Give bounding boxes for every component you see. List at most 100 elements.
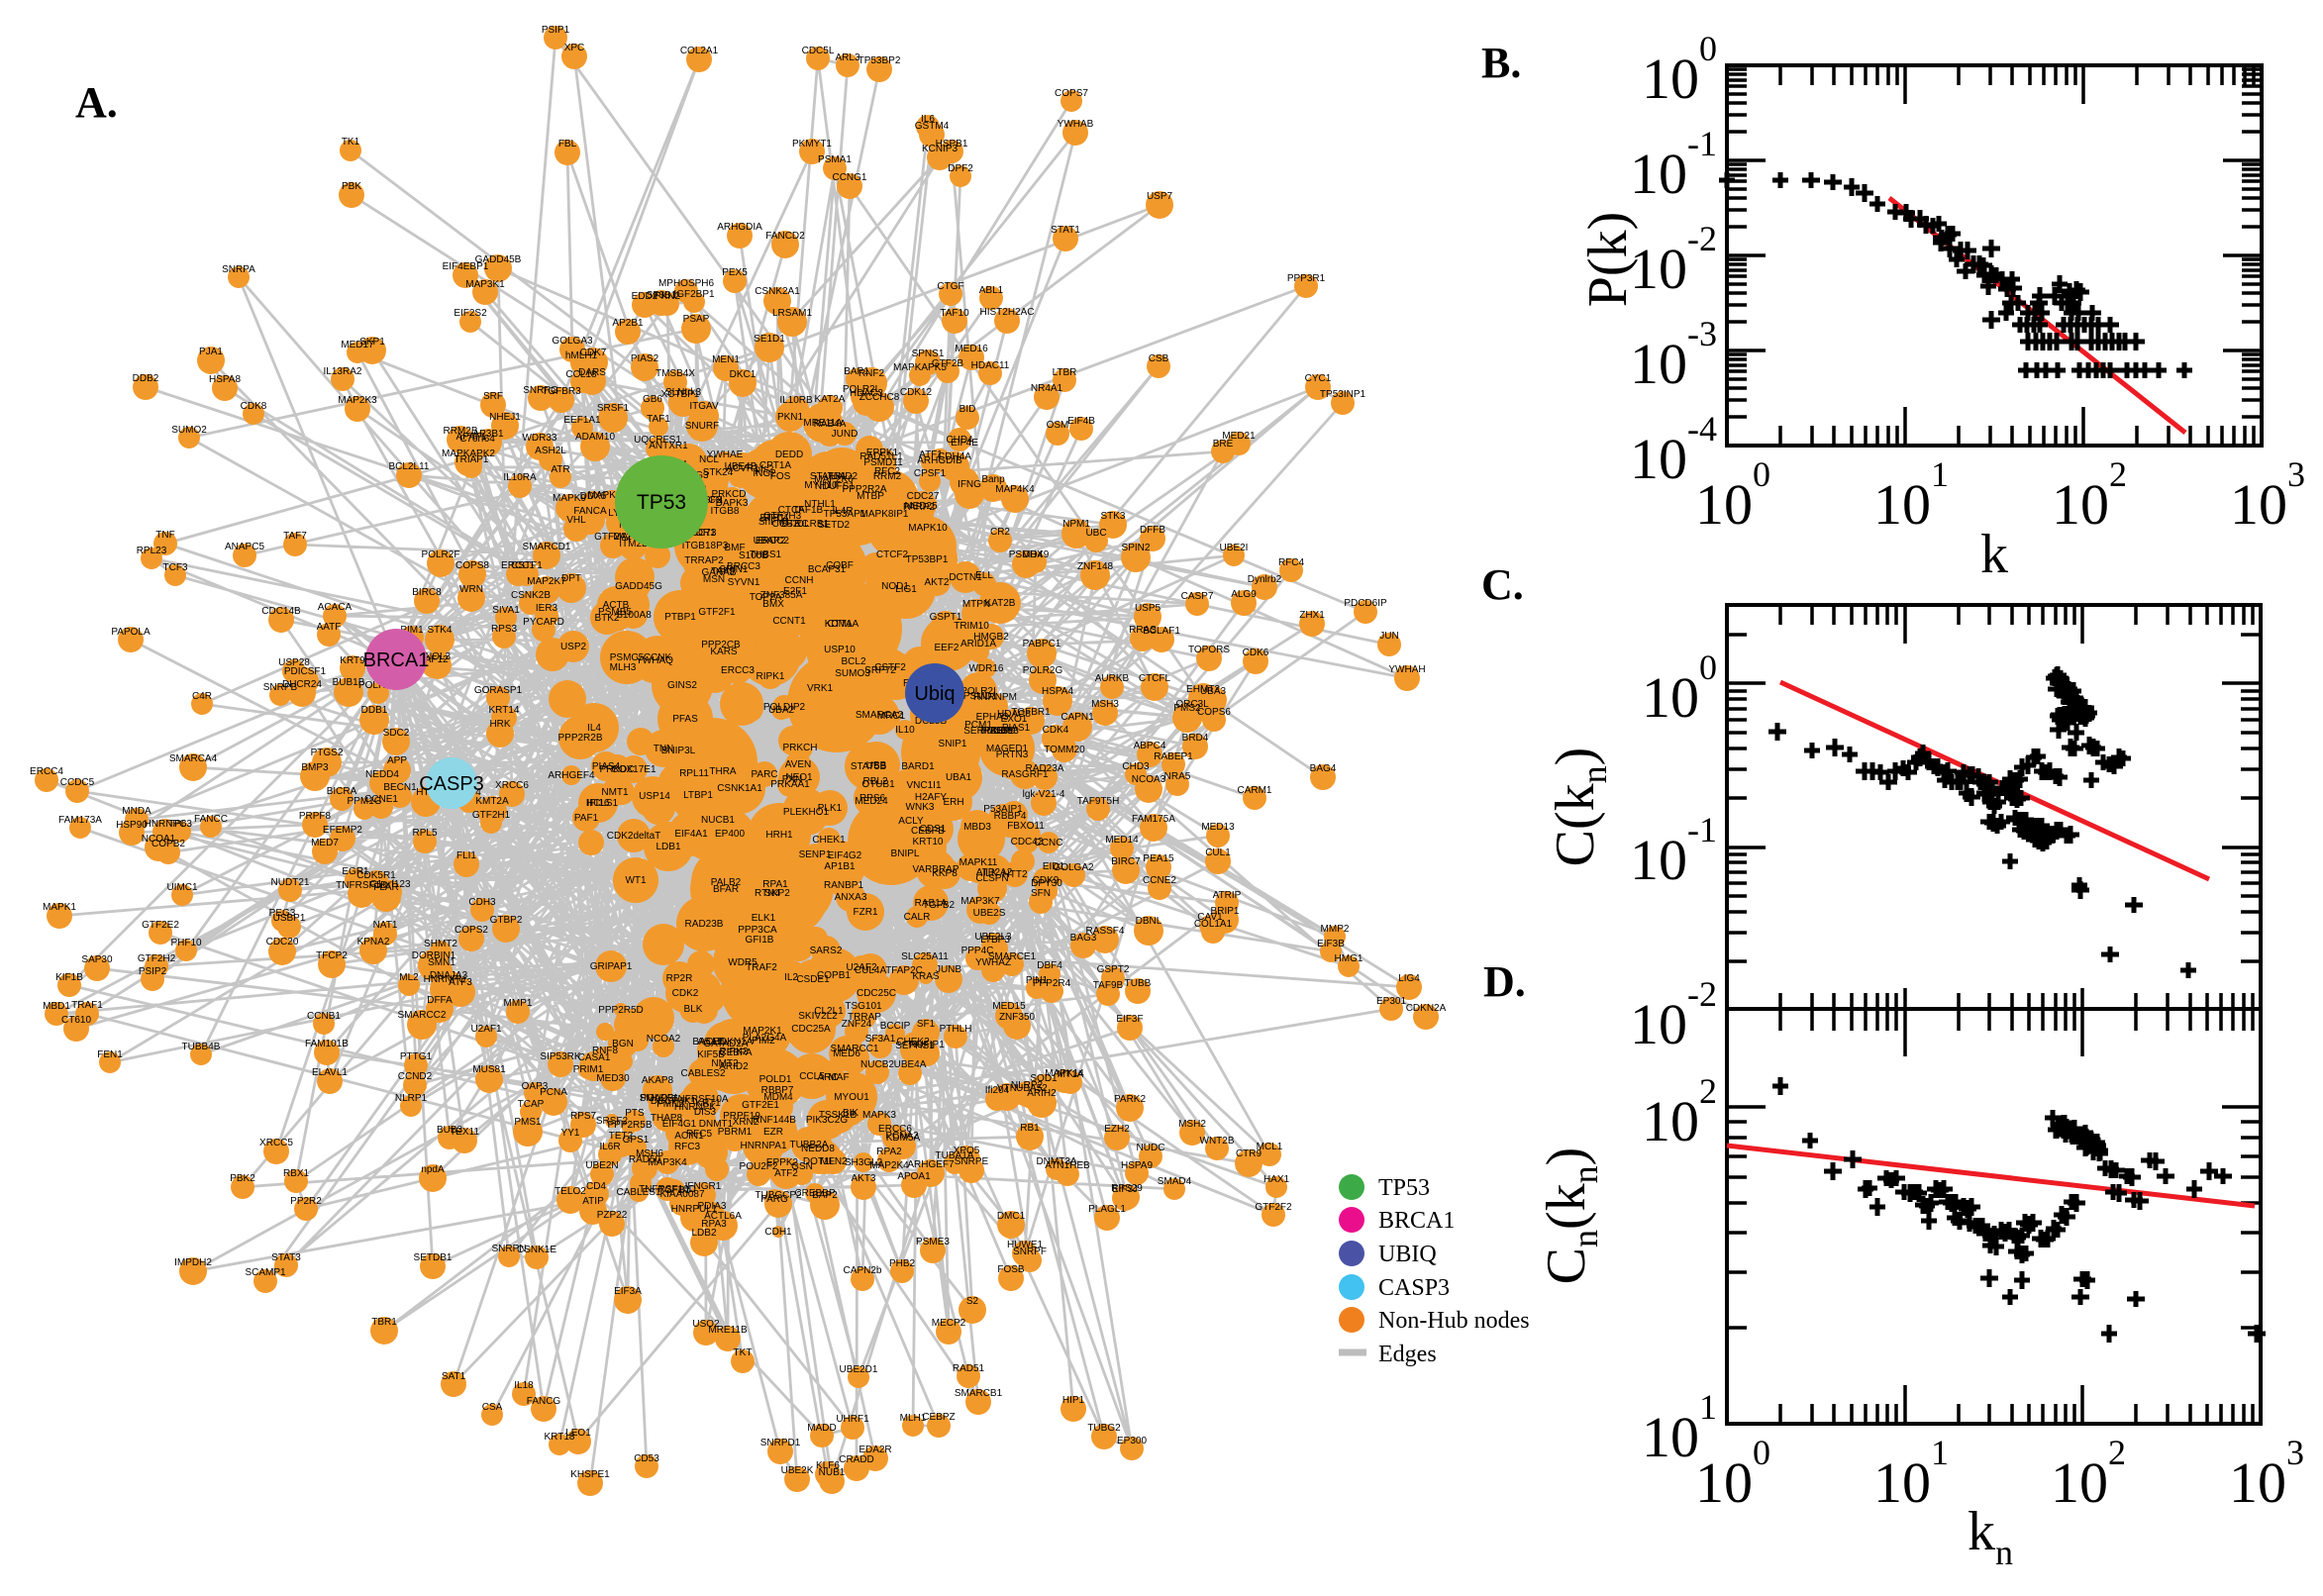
svg-text:TGFBR1: TGFBR1 — [1011, 707, 1051, 718]
svg-text:CTTA: CTTA — [827, 619, 853, 630]
svg-text:SUMO2: SUMO2 — [171, 425, 207, 436]
svg-text:ASH2L: ASH2L — [535, 446, 566, 456]
svg-text:FLAR: FLAR — [373, 882, 399, 893]
svg-text:GINS2: GINS2 — [667, 680, 697, 691]
svg-text:LEO1: LEO1 — [565, 1428, 591, 1439]
svg-text:HSPA4: HSPA4 — [1042, 686, 1073, 697]
svg-text:AATF: AATF — [317, 622, 342, 633]
svg-text:PHB2: PHB2 — [889, 1258, 916, 1269]
svg-text:ATF2: ATF2 — [774, 1168, 798, 1179]
svg-text:SMARCB1: SMARCB1 — [955, 1388, 1003, 1399]
svg-text:IGF2BP1: IGF2BP1 — [673, 289, 715, 300]
svg-text:STK24: STK24 — [703, 467, 734, 478]
svg-text:TP53BP2: TP53BP2 — [858, 55, 901, 66]
svg-text:ZNF148: ZNF148 — [1077, 561, 1114, 572]
svg-text:LDB1: LDB1 — [656, 842, 680, 852]
svg-text:UBE2K: UBE2K — [781, 1465, 814, 1476]
svg-text:UBE2N: UBE2N — [585, 1160, 618, 1171]
svg-text:PYCARD: PYCARD — [523, 617, 564, 628]
svg-text:BTRC: BTRC — [781, 519, 808, 530]
svg-text:YWHAB: YWHAB — [1058, 119, 1094, 130]
svg-text:XRN2: XRN2 — [733, 1117, 759, 1128]
svg-text:SMARCE1: SMARCE1 — [988, 951, 1037, 962]
svg-text:CDC25A: CDC25A — [791, 1024, 831, 1035]
svg-text:GTF2B: GTF2B — [932, 358, 964, 369]
svg-text:MYOU1: MYOU1 — [834, 1092, 869, 1103]
svg-text:GPS1: GPS1 — [623, 1135, 650, 1146]
svg-text:KIAA0087: KIAA0087 — [659, 1189, 704, 1200]
svg-text:GSPT2: GSPT2 — [1097, 964, 1130, 975]
svg-text:ETS1: ETS1 — [759, 513, 784, 524]
svg-text:CABLES2: CABLES2 — [680, 1068, 725, 1079]
svg-text:BCL2: BCL2 — [841, 656, 865, 667]
svg-text:KARS: KARS — [710, 647, 738, 657]
svg-text:SAP30: SAP30 — [81, 954, 113, 965]
svg-text:MAF: MAF — [828, 1072, 849, 1083]
svg-text:PFAS: PFAS — [672, 714, 698, 725]
svg-text:E2F1: E2F1 — [783, 586, 807, 597]
svg-text:CCND2: CCND2 — [398, 1071, 433, 1082]
svg-text:SNRPG: SNRPG — [523, 385, 558, 396]
svg-text:CPSF1: CPSF1 — [914, 468, 947, 479]
svg-text:ITM2B: ITM2B — [619, 539, 649, 549]
svg-text:Banp: Banp — [981, 474, 1005, 485]
svg-text:EPPK2: EPPK2 — [766, 1157, 799, 1168]
svg-text:RBBP9: RBBP9 — [983, 726, 1016, 737]
svg-text:BARD1: BARD1 — [901, 761, 935, 772]
svg-text:MED25: MED25 — [904, 501, 938, 512]
svg-text:MAP2K1: MAP2K1 — [743, 1026, 782, 1037]
svg-text:GTF2H2: GTF2H2 — [138, 953, 176, 964]
svg-text:RAD50: RAD50 — [629, 1154, 661, 1165]
svg-text:IL10RB: IL10RB — [779, 395, 813, 406]
svg-text:SE1D1: SE1D1 — [754, 334, 785, 345]
svg-text:GOLGA3: GOLGA3 — [552, 336, 593, 347]
svg-text:DPT: DPT — [561, 573, 581, 584]
svg-text:JUNB: JUNB — [936, 964, 961, 975]
svg-text:PPP2R2B: PPP2R2B — [557, 733, 602, 744]
svg-text:COL1A1: COL1A1 — [1194, 919, 1233, 930]
svg-text:CTCF: CTCF — [778, 505, 805, 516]
svg-text:ARHGDIA: ARHGDIA — [717, 222, 762, 233]
svg-text:NCOA3: NCOA3 — [1132, 774, 1166, 785]
svg-text:ANTXR1: ANTXR1 — [649, 441, 688, 451]
svg-text:RPS6: RPS6 — [859, 793, 886, 804]
svg-text:PSIP2: PSIP2 — [139, 966, 167, 977]
svg-text:SRP72: SRP72 — [864, 665, 896, 676]
svg-text:BIRC7: BIRC7 — [1111, 856, 1141, 867]
svg-text:KRT1: KRT1 — [695, 1098, 721, 1109]
svg-text:SNURF: SNURF — [685, 421, 719, 432]
svg-text:CPT1A: CPT1A — [759, 460, 792, 471]
svg-text:CDK5R1: CDK5R1 — [356, 870, 396, 881]
svg-text:UBIQ: UBIQ — [1378, 1242, 1437, 1267]
svg-text:BLK: BLK — [684, 1004, 703, 1015]
svg-text:TRIM10: TRIM10 — [954, 621, 989, 632]
svg-text:CASP3: CASP3 — [419, 773, 484, 795]
svg-text:ADAM10: ADAM10 — [575, 432, 615, 443]
svg-text:NEDD8: NEDD8 — [801, 1144, 835, 1154]
svg-text:S2: S2 — [966, 1296, 979, 1307]
svg-text:RBBP4: RBBP4 — [994, 811, 1027, 822]
svg-text:CT610: CT610 — [61, 1015, 91, 1026]
svg-text:UBE4B: UBE4B — [725, 461, 758, 472]
svg-text:CCL18: CCL18 — [565, 369, 597, 380]
svg-text:CD4: CD4 — [586, 1181, 606, 1192]
svg-text:PSMC5: PSMC5 — [610, 652, 645, 663]
svg-text:BCL2L11: BCL2L11 — [389, 461, 430, 472]
svg-text:CASP7: CASP7 — [1181, 591, 1214, 602]
svg-text:VRK1: VRK1 — [807, 683, 834, 694]
svg-text:ITGAV: ITGAV — [689, 401, 719, 412]
svg-text:MAP4K4: MAP4K4 — [995, 484, 1035, 495]
svg-text:CDH1: CDH1 — [764, 1227, 792, 1238]
svg-text:RBL2: RBL2 — [862, 776, 887, 787]
svg-text:PPM1G: PPM1G — [347, 796, 381, 807]
svg-text:STAT1: STAT1 — [1051, 225, 1080, 236]
svg-text:KCNIP3: KCNIP3 — [922, 144, 959, 154]
svg-text:AVEN: AVEN — [785, 759, 812, 770]
svg-text:RPA3: RPA3 — [701, 1219, 727, 1230]
svg-text:H2AFY: H2AFY — [915, 792, 948, 803]
svg-text:PHF10: PHF10 — [170, 938, 202, 948]
svg-text:MAP3K7: MAP3K7 — [960, 896, 1000, 907]
svg-text:COL2A1: COL2A1 — [680, 46, 719, 56]
svg-text:RAD51: RAD51 — [953, 1363, 985, 1374]
svg-text:CYC1: CYC1 — [1305, 373, 1332, 384]
